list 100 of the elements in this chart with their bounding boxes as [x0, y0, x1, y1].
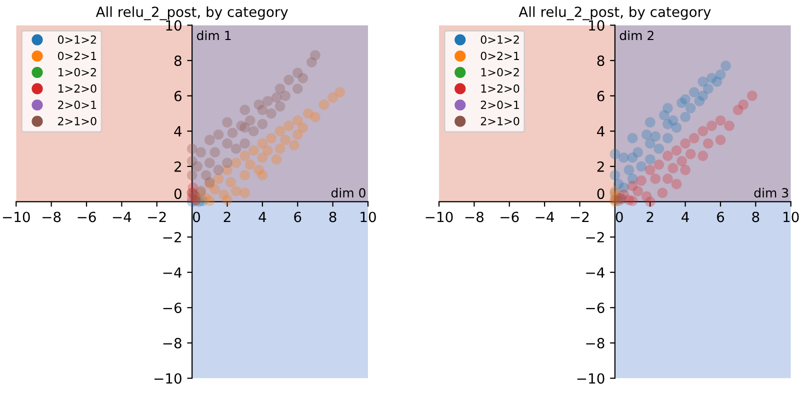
point: [706, 120, 717, 131]
point: [240, 104, 250, 116]
point: [298, 73, 308, 84]
y-tick-label: −8: [586, 338, 604, 348]
point: [644, 164, 656, 176]
point: [644, 154, 656, 165]
point: [292, 84, 303, 94]
point: [257, 118, 268, 130]
point: [274, 84, 286, 94]
point: [288, 140, 300, 150]
legend-label: 0>2>1: [480, 52, 519, 60]
point: [334, 87, 345, 98]
point: [662, 103, 673, 114]
point: [671, 145, 682, 156]
legend-label: 2>1>0: [58, 116, 96, 126]
point: [610, 170, 620, 180]
point: [636, 175, 646, 186]
legend-label: 0>1>2: [480, 35, 519, 44]
point: [227, 128, 238, 138]
point: [298, 122, 308, 133]
x-axis-title: dim 3: [754, 188, 788, 198]
x-tick-label: 0: [616, 212, 623, 222]
point: [632, 186, 643, 196]
y-tick-label: 10: [166, 20, 182, 31]
point: [266, 133, 276, 144]
x-tick-label: −10: [2, 212, 30, 222]
point: [257, 104, 268, 116]
point: [328, 92, 338, 103]
point: [680, 94, 690, 104]
point: [698, 150, 708, 161]
point: [624, 164, 634, 176]
y-tick-label: 0: [597, 188, 604, 200]
point: [662, 133, 673, 144]
y-tick-label: 8: [174, 55, 182, 66]
y-axis-title: dim 2: [620, 30, 654, 40]
point: [292, 115, 303, 126]
y-tick-label: 10: [589, 20, 604, 31]
x-tick-label: 4: [258, 212, 266, 222]
y-tick-label: −8: [163, 338, 182, 348]
y-tick-label: −6: [586, 302, 604, 314]
point: [671, 178, 682, 190]
point: [266, 108, 276, 119]
point: [248, 145, 259, 156]
point: [284, 74, 294, 86]
point: [650, 131, 661, 142]
point: [186, 170, 198, 180]
x-tick-label: 8: [752, 212, 760, 222]
y-tick-label: −10: [577, 373, 604, 384]
point: [650, 174, 661, 184]
point: [280, 90, 290, 101]
point: [248, 126, 259, 136]
point: [204, 158, 215, 168]
y-tick-label: −4: [586, 267, 604, 278]
y-tick-label: 8: [597, 55, 604, 66]
legend-label: 2>1>0: [480, 116, 520, 126]
y-tick-label: 6: [174, 90, 182, 102]
x-tick-label: −4: [112, 212, 132, 222]
point: [222, 158, 232, 168]
point: [222, 194, 232, 206]
point: [274, 144, 286, 154]
point: [654, 160, 664, 170]
point: [244, 160, 256, 170]
point: [230, 186, 242, 196]
y-tick-label: −10: [154, 373, 182, 384]
point: [715, 115, 726, 126]
legend-label: 2>0>1: [480, 100, 519, 110]
point: [192, 161, 202, 172]
point: [284, 120, 294, 131]
point: [271, 154, 282, 165]
point: [213, 174, 224, 184]
x-tick-label: −8: [465, 212, 484, 222]
point: [230, 144, 242, 154]
point: [240, 150, 250, 161]
point: [186, 144, 198, 154]
point: [257, 138, 268, 149]
y-tick-label: −4: [163, 267, 182, 278]
x-tick-label: 6: [717, 212, 724, 222]
y-tick-label: 6: [597, 90, 604, 102]
point: [703, 84, 714, 94]
point: [240, 138, 250, 149]
y-tick-label: 2: [174, 161, 181, 172]
point: [720, 60, 731, 71]
x-tick-label: −8: [42, 212, 61, 222]
legend-label: 1>2>0: [58, 84, 96, 93]
x-tick-label: 8: [329, 212, 336, 222]
x-tick-label: 2: [646, 212, 654, 222]
point: [222, 117, 232, 128]
point: [662, 150, 673, 161]
point: [280, 134, 290, 146]
y-tick-label: 0: [174, 188, 182, 200]
point: [685, 148, 696, 160]
point: [257, 170, 268, 180]
point: [632, 147, 643, 158]
legend-label: 1>0>2: [481, 68, 519, 76]
x-tick-label: −2: [148, 212, 166, 222]
legend-label: 0>2>1: [58, 52, 96, 60]
point: [196, 147, 206, 158]
point: [257, 152, 268, 163]
point: [240, 188, 250, 198]
point: [610, 148, 620, 160]
